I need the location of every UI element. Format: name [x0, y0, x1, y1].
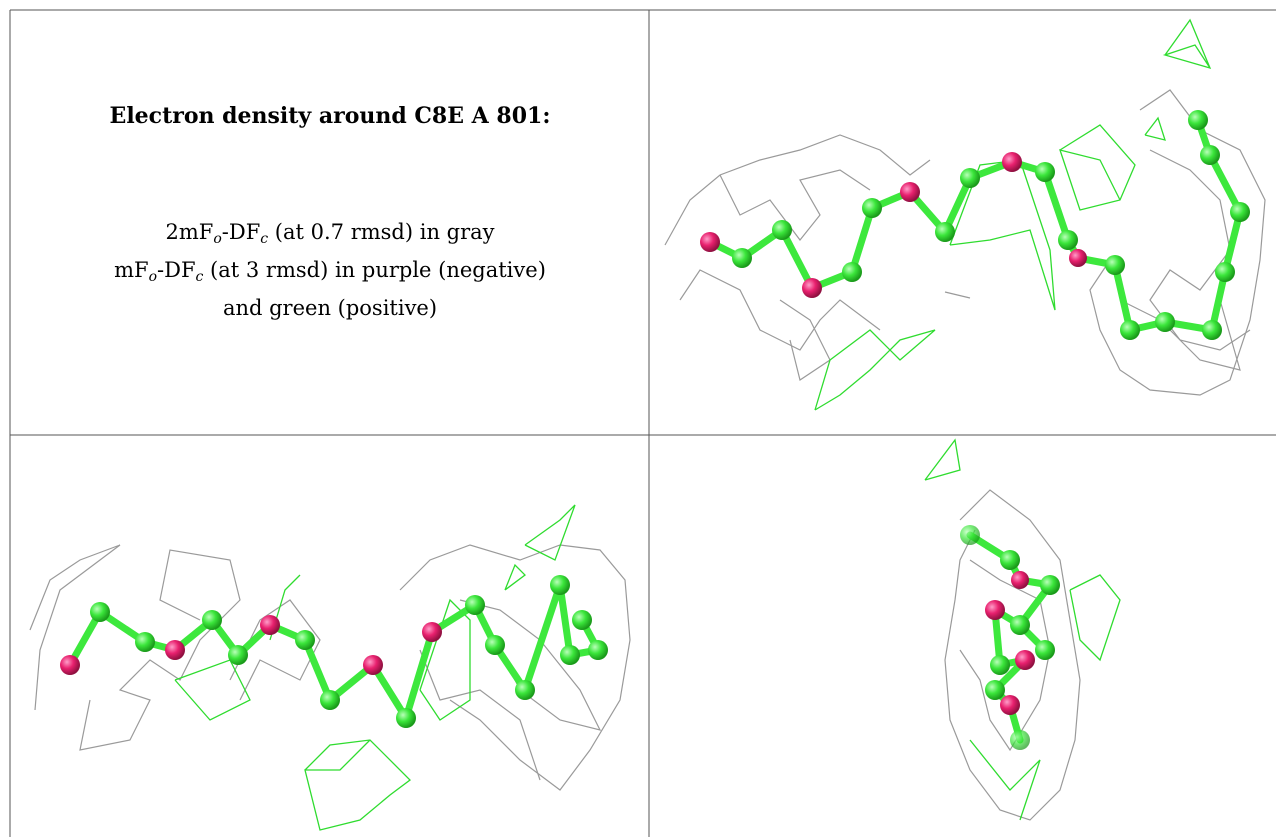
text: and green (positive)	[222, 296, 438, 320]
text: (at 0.7 rmsd) in gray	[268, 220, 495, 244]
mesh-gray	[944, 489, 1081, 821]
subscript: c	[195, 269, 204, 285]
subscript: o	[148, 269, 158, 285]
mesh-green	[814, 18, 1212, 411]
mesh-green	[924, 438, 1121, 821]
description-line: mFo-DFc (at 3 rmsd) in purple (negative)	[11, 251, 649, 289]
description-line: 2mFo-DFc (at 0.7 rmsd) in gray	[11, 213, 649, 251]
text: 2mF	[165, 220, 214, 244]
mesh-gray	[664, 89, 1266, 396]
text: mF	[114, 258, 149, 282]
legend-cell: Electron density around C8E A 801: 2mFo-…	[11, 11, 649, 435]
panel-title: Electron density around C8E A 801:	[109, 103, 551, 129]
ligand-model	[960, 525, 1060, 750]
text: -DF	[157, 258, 196, 282]
ligand-model	[60, 575, 608, 728]
ligand-model	[700, 110, 1250, 340]
subscript: o	[213, 231, 222, 247]
text: -DF	[221, 220, 261, 244]
panel-description: 2mFo-DFc (at 0.7 rmsd) in gray mFo-DFc (a…	[11, 213, 649, 327]
mesh-gray	[29, 544, 631, 791]
description-line: and green (positive)	[11, 289, 649, 327]
text: (at 3 rmsd) in purple (negative)	[203, 258, 546, 282]
subscript: c	[260, 231, 269, 247]
grid-lines	[9, 9, 1276, 837]
